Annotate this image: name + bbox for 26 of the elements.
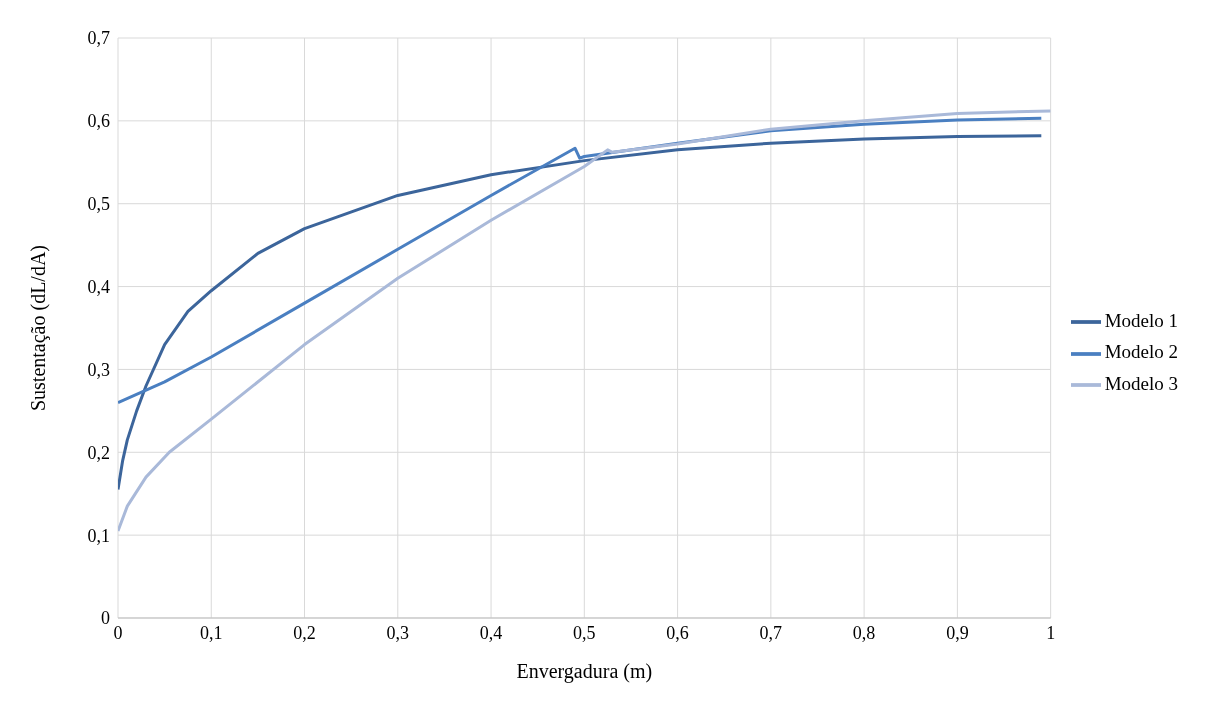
x-tick-label: 0,8 (852, 622, 876, 643)
y-tick-label: 0,1 (87, 525, 110, 546)
y-tick-label: 0,6 (87, 111, 110, 132)
x-tick-label: 1 (1046, 622, 1056, 643)
x-tick-label: 0,4 (479, 622, 503, 643)
x-tick-label: 0,2 (293, 622, 316, 643)
y-tick-label: 0,5 (87, 194, 110, 215)
y-tick-label: 0 (101, 608, 110, 629)
x-tick-label: 0,6 (666, 622, 689, 643)
y-tick-label: 0,2 (87, 442, 110, 463)
legend-label: Modelo 1 (1104, 309, 1178, 331)
x-tick-label: 0,3 (386, 622, 410, 643)
y-tick-label: 0,4 (87, 276, 110, 297)
x-tick-label: 0,5 (573, 622, 596, 643)
x-tick-label: 0 (113, 622, 123, 643)
x-tick-label: 0,1 (200, 622, 223, 643)
x-axis-title: Envergadura (m) (516, 660, 653, 683)
line-series (118, 134, 1043, 492)
y-axis-title: Sustentação (dL/dA) (27, 244, 51, 412)
line-series (118, 109, 1051, 533)
y-tick-label: 0,7 (87, 28, 110, 49)
x-tick-label: 0,7 (759, 622, 783, 643)
x-tick-label: 0,9 (946, 622, 969, 643)
legend-label: Modelo 2 (1104, 341, 1178, 363)
y-tick-label: 0,3 (87, 359, 110, 380)
legend-label: Modelo 3 (1104, 372, 1178, 394)
